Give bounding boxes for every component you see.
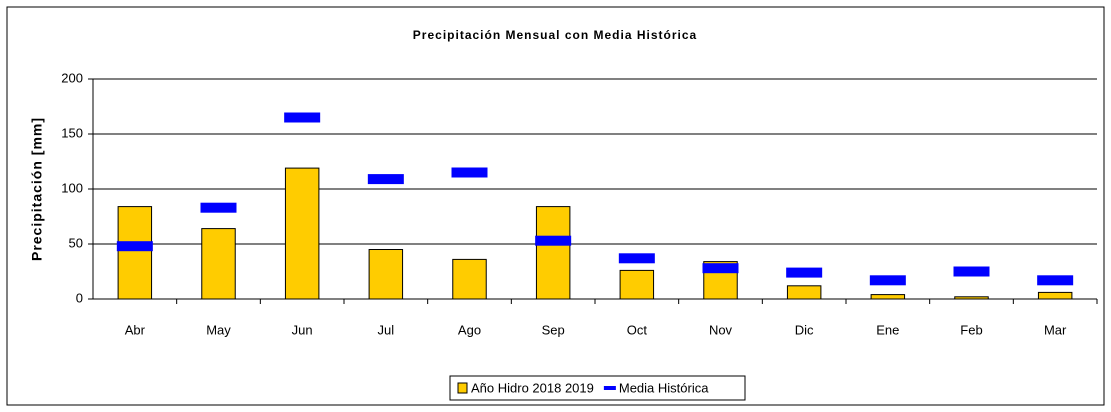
x-tick-label: Dic — [795, 322, 814, 337]
legend-label: Año Hidro 2018 2019 — [471, 380, 594, 395]
legend-swatch — [603, 386, 616, 390]
bar — [117, 206, 153, 300]
bar — [535, 206, 571, 300]
bar — [368, 249, 404, 300]
y-tick-label: 100 — [61, 180, 83, 195]
bar — [954, 296, 989, 300]
x-tick-label: Jul — [378, 322, 395, 337]
dash-marker — [618, 253, 655, 264]
x-tick-label: Ene — [876, 322, 899, 337]
bar — [619, 269, 655, 300]
y-tick-label: 150 — [61, 125, 83, 140]
x-tick-label: Oct — [627, 322, 648, 337]
bar — [786, 285, 822, 300]
x-tick-label: Abr — [125, 322, 146, 337]
chart-title: Precipitación Mensual con Media Históric… — [413, 28, 697, 42]
y-tick-label: 200 — [61, 70, 83, 85]
y-tick-label: 0 — [76, 290, 83, 305]
dash-marker — [869, 275, 906, 286]
dash-marker — [367, 174, 404, 185]
bar — [452, 258, 487, 300]
dash-marker — [702, 263, 739, 274]
y-axis-label: Precipitación [mm] — [29, 117, 45, 261]
bar — [201, 228, 236, 300]
x-tick-label: Mar — [1044, 322, 1067, 337]
x-tick-label: Jun — [292, 322, 313, 337]
legend-swatch — [457, 382, 468, 394]
x-tick-label: Ago — [458, 322, 481, 337]
dash-marker — [786, 267, 823, 278]
bar — [1037, 291, 1073, 300]
dash-marker — [1037, 275, 1074, 286]
dash-marker — [116, 241, 153, 252]
dash-marker — [953, 266, 990, 277]
bar — [870, 294, 906, 300]
y-tick-label: 50 — [69, 235, 83, 250]
bar — [284, 167, 320, 300]
legend-box — [449, 375, 746, 401]
dash-marker — [284, 112, 321, 123]
x-tick-label: May — [206, 322, 231, 337]
x-tick-label: Sep — [542, 322, 565, 337]
chart-border — [6, 6, 1105, 406]
dash-marker — [535, 235, 572, 246]
legend-label: Media Histórica — [619, 380, 709, 395]
dash-marker — [451, 167, 488, 178]
dash-marker — [200, 202, 237, 213]
x-tick-label: Feb — [960, 322, 982, 337]
x-tick-label: Nov — [709, 322, 733, 337]
